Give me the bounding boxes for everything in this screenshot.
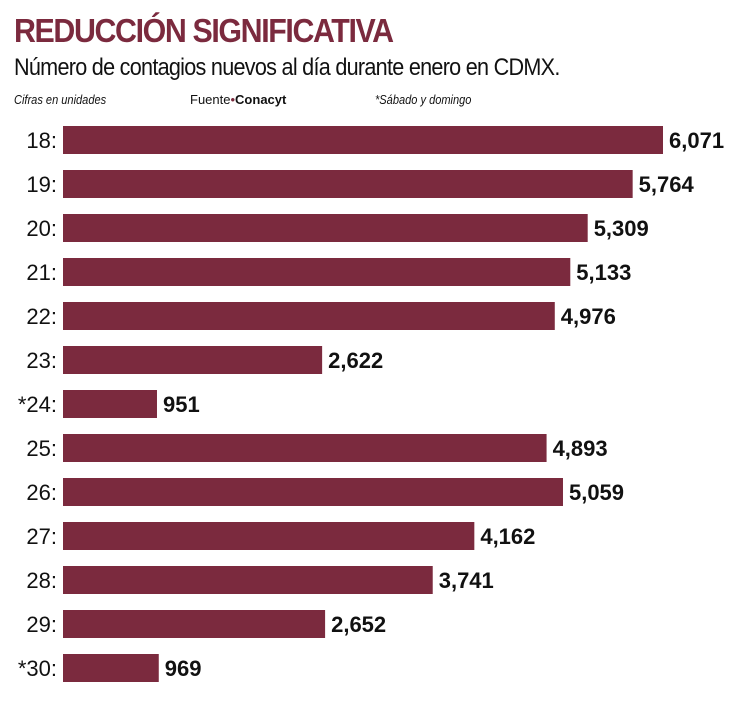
source-label: Fuente — [190, 92, 231, 107]
bar — [63, 434, 547, 462]
value-label: 969 — [165, 656, 202, 681]
category-label: 20: — [26, 216, 57, 241]
value-label: 951 — [163, 392, 200, 417]
category-label: *30: — [18, 656, 57, 681]
value-label: 4,976 — [561, 304, 616, 329]
category-label: 27: — [26, 524, 57, 549]
category-label: *24: — [18, 392, 57, 417]
category-label: 19: — [26, 172, 57, 197]
footnote: *Sábado y domingo — [375, 92, 472, 107]
category-label: 26: — [26, 480, 57, 505]
value-label: 4,893 — [553, 436, 608, 461]
bar — [63, 478, 563, 506]
bar — [63, 610, 326, 638]
value-label: 6,071 — [669, 128, 724, 153]
bar — [63, 170, 633, 198]
chart-title: REDUCCIÓN SIGNIFICATIVA — [14, 12, 394, 49]
bar — [63, 390, 157, 418]
category-label: 25: — [26, 436, 57, 461]
bar — [63, 214, 588, 242]
value-label: 3,741 — [439, 568, 494, 593]
value-label: 5,059 — [569, 480, 624, 505]
value-label: 5,309 — [594, 216, 649, 241]
value-label: 5,133 — [576, 260, 631, 285]
bullet-icon: • — [230, 92, 236, 107]
category-label: 22: — [26, 304, 57, 329]
chart-subtitle: Número de contagios nuevos al día durant… — [14, 54, 560, 81]
bar — [63, 346, 323, 374]
bar — [63, 522, 475, 550]
value-label: 5,764 — [639, 172, 695, 197]
bar — [63, 258, 571, 286]
category-label: 29: — [26, 612, 57, 637]
units-note: Cifras en unidades — [14, 92, 107, 107]
value-label: 4,162 — [480, 524, 535, 549]
category-label: 21: — [26, 260, 57, 285]
bar — [63, 654, 159, 682]
bar — [63, 126, 663, 154]
source-note: Fuente•Conacyt — [190, 92, 286, 107]
bar — [63, 302, 555, 330]
category-label: 23: — [26, 348, 57, 373]
source-name: Conacyt — [235, 92, 287, 107]
value-label: 2,622 — [328, 348, 383, 373]
category-label: 28: — [26, 568, 57, 593]
bar — [63, 566, 433, 594]
category-label: 18: — [26, 128, 57, 153]
value-label: 2,652 — [331, 612, 386, 637]
